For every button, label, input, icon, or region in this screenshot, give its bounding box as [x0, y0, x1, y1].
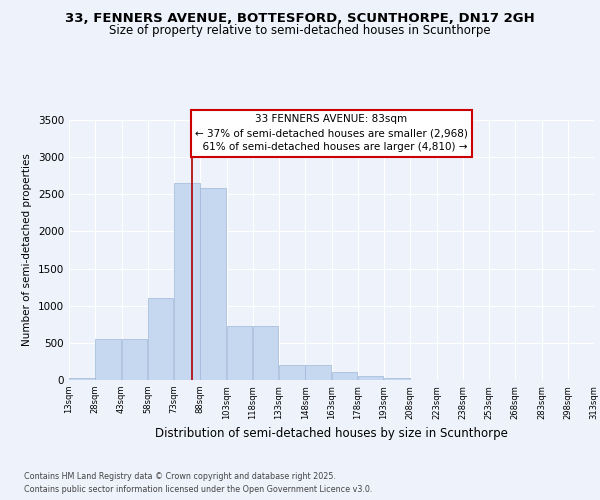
Bar — [358, 376, 383, 380]
Bar — [95, 339, 121, 380]
X-axis label: Distribution of semi-detached houses by size in Scunthorpe: Distribution of semi-detached houses by … — [155, 427, 508, 440]
Y-axis label: Number of semi-detached properties: Number of semi-detached properties — [22, 154, 32, 346]
Text: Size of property relative to semi-detached houses in Scunthorpe: Size of property relative to semi-detach… — [109, 24, 491, 37]
Bar — [69, 378, 95, 380]
Bar — [305, 365, 331, 380]
Bar — [227, 326, 252, 380]
Bar — [122, 339, 147, 380]
Text: Contains HM Land Registry data © Crown copyright and database right 2025.: Contains HM Land Registry data © Crown c… — [24, 472, 336, 481]
Bar — [174, 183, 200, 380]
Bar — [200, 188, 226, 380]
Bar — [253, 326, 278, 380]
Text: 33, FENNERS AVENUE, BOTTESFORD, SCUNTHORPE, DN17 2GH: 33, FENNERS AVENUE, BOTTESFORD, SCUNTHOR… — [65, 12, 535, 26]
Bar — [148, 298, 173, 380]
Bar — [384, 378, 410, 380]
Text: Contains public sector information licensed under the Open Government Licence v3: Contains public sector information licen… — [24, 485, 373, 494]
Bar — [279, 365, 305, 380]
Bar — [332, 372, 357, 380]
Text: 33 FENNERS AVENUE: 83sqm
← 37% of semi-detached houses are smaller (2,968)
  61%: 33 FENNERS AVENUE: 83sqm ← 37% of semi-d… — [195, 114, 468, 152]
